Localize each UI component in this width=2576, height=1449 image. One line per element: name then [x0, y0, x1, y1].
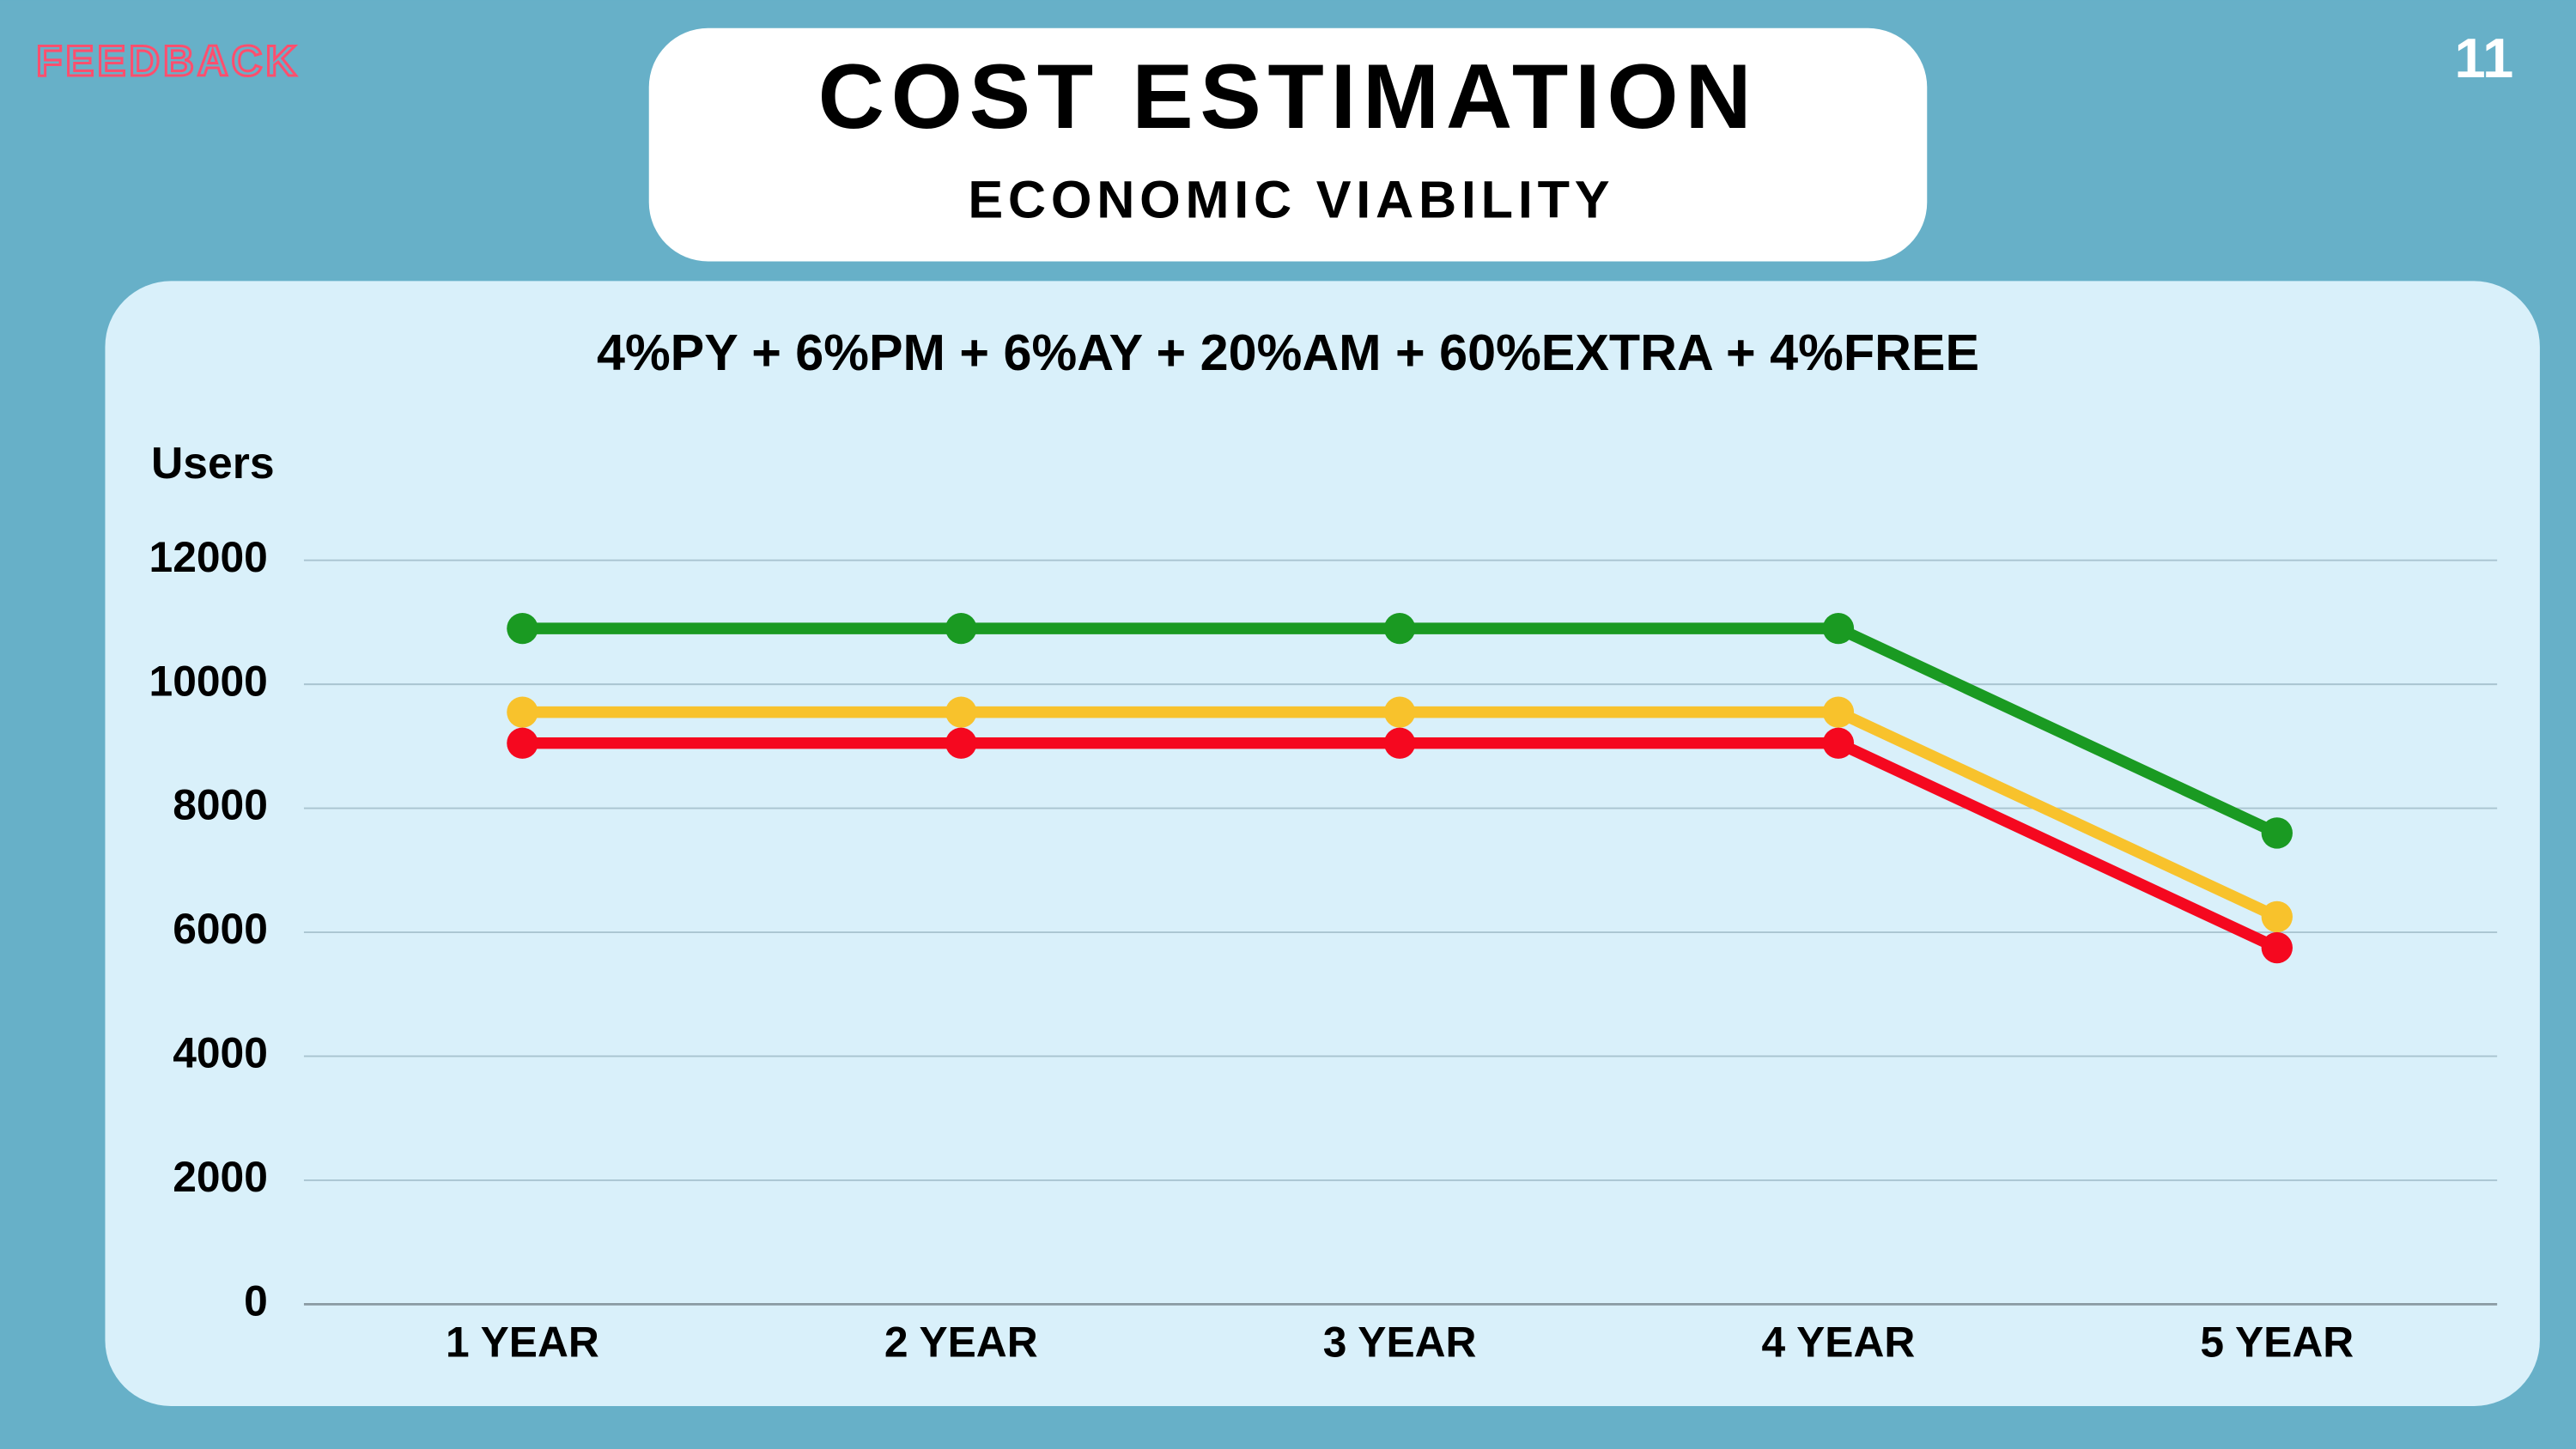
- y-tick-label: 10000: [149, 657, 268, 705]
- page-number: 11: [2455, 27, 2514, 89]
- y-tick-label: 2000: [173, 1153, 268, 1201]
- data-point: [1822, 612, 1855, 645]
- data-point: [507, 696, 538, 728]
- subtitle: ECONOMIC VIABILITY: [968, 171, 1614, 229]
- formula: 4%PY + 6%PM + 6%AY + 20%AM + 60%EXTRA + …: [597, 324, 1979, 381]
- data-point: [1383, 727, 1416, 759]
- y-tick-label: 6000: [173, 905, 268, 953]
- data-point: [507, 612, 538, 645]
- data-point: [1822, 727, 1855, 759]
- y-tick-label: 8000: [173, 781, 268, 829]
- title-box: [648, 27, 1928, 262]
- y-tick-label: 0: [244, 1277, 268, 1325]
- x-tick-label: 1 YEAR: [446, 1318, 599, 1366]
- data-point: [1383, 612, 1416, 645]
- x-tick-label: 2 YEAR: [884, 1318, 1038, 1366]
- x-tick-label: 5 YEAR: [2200, 1318, 2354, 1366]
- data-point: [2261, 931, 2293, 964]
- data-point: [945, 727, 977, 759]
- y-tick-label: 4000: [173, 1029, 268, 1077]
- chart-panel: [105, 281, 2540, 1407]
- data-point: [507, 727, 538, 759]
- title: COST ESTIMATION: [818, 45, 1759, 148]
- data-point: [2261, 900, 2293, 933]
- data-point: [1822, 696, 1855, 728]
- y-tick-label: 12000: [149, 533, 268, 581]
- plot: 0 2000 4000 6000 8000 10000 12000 1 YEAR 2 YEAR 3…: [149, 533, 2498, 1366]
- data-point: [945, 612, 977, 645]
- x-tick-label: 3 YEAR: [1323, 1318, 1477, 1366]
- x-tick-label: 4 YEAR: [1762, 1318, 1916, 1366]
- data-point: [1383, 696, 1416, 728]
- data-point: [2261, 817, 2293, 849]
- y-axis-label: Users: [151, 438, 275, 488]
- data-point: [945, 696, 977, 728]
- brand: FEEDBACK: [36, 37, 300, 85]
